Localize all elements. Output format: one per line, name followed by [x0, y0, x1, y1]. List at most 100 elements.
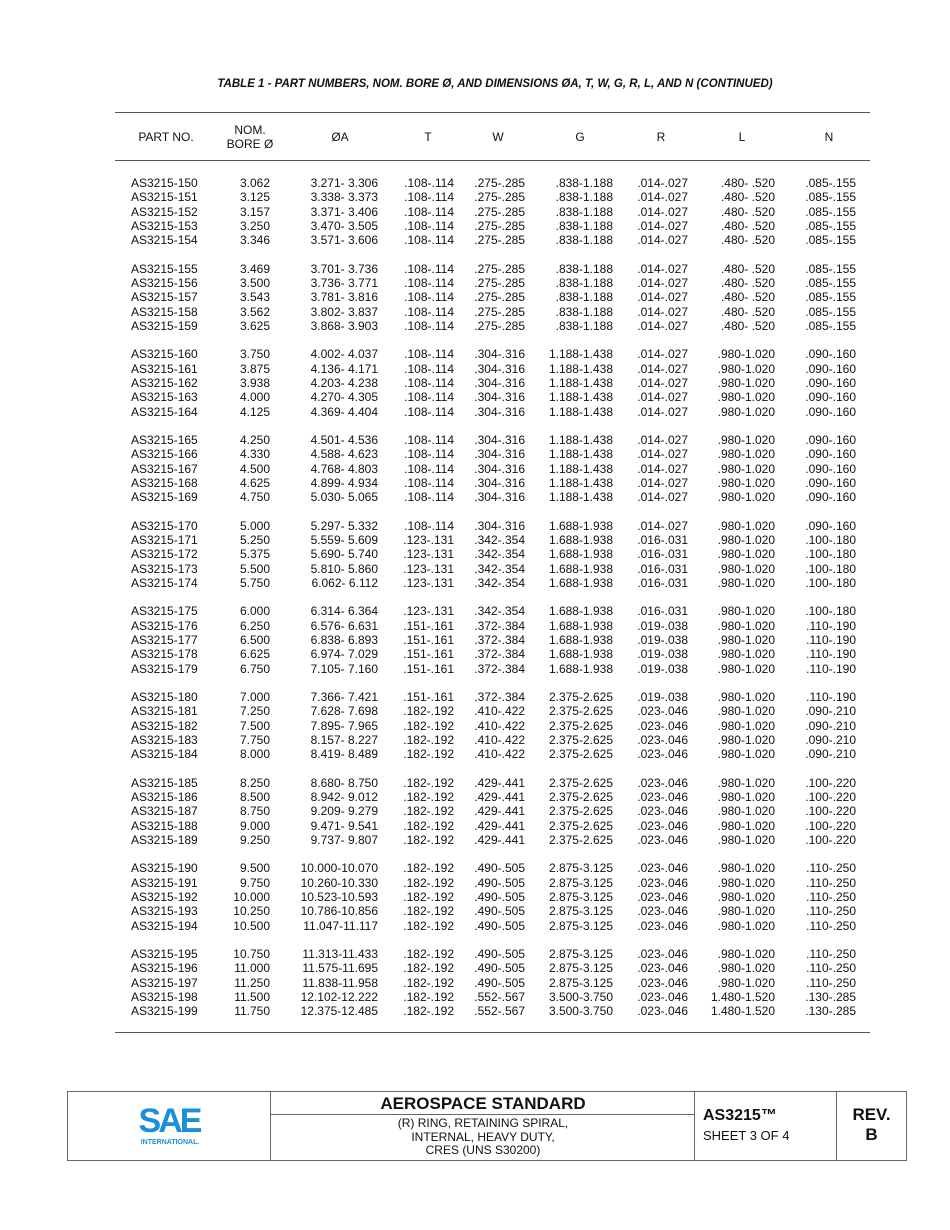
cell-dim-r: .019-.038	[637, 661, 688, 676]
cell-dim-g: 1.188-1.438	[548, 447, 613, 462]
cell-nom-bore: 3.062	[239, 176, 270, 190]
cell-dim-g: 3.500-3.750	[548, 1004, 613, 1019]
cell-dim-l: .980-1.020	[717, 832, 775, 847]
cell-dim-n: .090-.160	[805, 475, 856, 490]
cell-dim-n: .130-.285	[805, 1004, 856, 1019]
cell-part-no: AS3215-182	[131, 718, 198, 733]
cell-dim-w: .372-.384	[474, 661, 525, 676]
cell-part-no: AS3215-175	[131, 604, 198, 619]
cell-dim-t: .182-.192	[403, 875, 454, 890]
cell-dim-w: .490-.505	[474, 947, 525, 962]
cell-dim-l: .980-1.020	[717, 790, 775, 804]
cell-dim-g: .838-1.188	[555, 275, 613, 290]
cell-dim-l: .980-1.020	[717, 775, 775, 790]
header-oa: ØA	[331, 130, 349, 144]
cell-dim-g: 1.688-1.938	[548, 632, 613, 647]
cell-dim-n: .085-.155	[805, 218, 856, 233]
cell-part-no: AS3215-196	[131, 961, 198, 976]
cell-part-no: AS3215-154	[131, 233, 198, 248]
cell-dim-g: 2.875-3.125	[548, 875, 613, 890]
cell-dim-oa: 4.588- 4.623	[310, 447, 378, 462]
cell-dim-w: .552-.567	[474, 1004, 525, 1019]
svg-text:INTERNATIONAL.: INTERNATIONAL.	[141, 1139, 200, 1146]
cell-dim-w: .304-.316	[474, 475, 525, 490]
cell-nom-bore: 3.500	[239, 275, 270, 290]
cell-dim-l: .980-1.020	[717, 732, 775, 747]
cell-dim-oa: 9.209- 9.279	[310, 804, 378, 819]
cell-part-no: AS3215-163	[131, 390, 198, 405]
cell-dim-g: 1.188-1.438	[548, 375, 613, 390]
cell-dim-t: .151-.161	[403, 618, 454, 633]
cell-dim-g: .838-1.188	[555, 290, 613, 305]
cell-dim-n: .100-.220	[805, 775, 856, 790]
cell-dim-r: .019-.038	[637, 647, 688, 662]
cell-part-no: AS3215-168	[131, 475, 198, 490]
cell-dim-n: .090-.160	[805, 347, 856, 362]
cell-dim-t: .182-.192	[403, 947, 454, 962]
cell-nom-bore: 5.250	[239, 532, 270, 547]
cell-dim-w: .490-.505	[474, 918, 525, 933]
cell-dim-r: .014-.027	[637, 204, 688, 219]
cell-dim-l: .480- .520	[720, 275, 775, 290]
cell-dim-g: .838-1.188	[555, 233, 613, 248]
cell-dim-w: .490-.505	[474, 975, 525, 990]
cell-dim-t: .108-.114	[404, 318, 454, 333]
cell-dim-t: .151-.161	[403, 690, 454, 705]
cell-nom-bore: 5.500	[239, 561, 270, 576]
table-row: AS3215-183 7.750 8.157- 8.227 .182-.192 .410…	[0, 733, 950, 747]
cell-dim-w: .490-.505	[474, 889, 525, 904]
cell-dim-oa: 10.260-10.330	[300, 875, 378, 890]
cell-dim-t: .151-.161	[403, 632, 454, 647]
cell-dim-w: .304-.316	[474, 404, 525, 419]
cell-part-no: AS3215-178	[131, 647, 198, 662]
cell-dim-oa: 3.701- 3.736	[310, 261, 378, 276]
cell-dim-t: .108-.114	[404, 290, 454, 305]
cell-dim-w: .275-.285	[474, 176, 525, 190]
cell-dim-w: .304-.316	[474, 361, 525, 376]
cell-dim-oa: 4.203- 4.238	[310, 375, 378, 390]
description-line-1: (R) RING, RETAINING SPIRAL,	[397, 1116, 569, 1130]
cell-dim-g: .838-1.188	[555, 190, 613, 205]
cell-dim-oa: 4.768- 4.803	[310, 461, 378, 476]
cell-nom-bore: 8.250	[239, 775, 270, 790]
cell-nom-bore: 5.000	[239, 518, 270, 533]
header-part-no: PART NO.	[138, 130, 194, 144]
header-g: G	[575, 130, 585, 144]
cell-dim-l: .980-1.020	[717, 889, 775, 904]
cell-dim-g: 1.188-1.438	[548, 390, 613, 405]
cell-dim-t: .151-.161	[403, 647, 454, 662]
cell-dim-g: 1.688-1.938	[548, 547, 613, 562]
cell-dim-g: 2.375-2.625	[548, 718, 613, 733]
cell-nom-bore: 7.750	[239, 732, 270, 747]
cell-dim-w: .275-.285	[474, 318, 525, 333]
cell-dim-r: .014-.027	[637, 490, 688, 505]
cell-dim-oa: 11.575-11.695	[302, 961, 378, 976]
cell-nom-bore: 10.250	[233, 904, 270, 919]
cell-part-no: AS3215-156	[131, 275, 198, 290]
cell-dim-t: .108-.114	[404, 461, 454, 476]
cell-nom-bore: 9.750	[239, 875, 270, 890]
cell-part-no: AS3215-183	[131, 732, 198, 747]
table-row: AS3215-150 3.062 3.271- 3.306 .108-.114 .275…	[0, 176, 950, 190]
cell-part-no: AS3215-161	[131, 361, 198, 376]
cell-dim-n: .100-.180	[805, 532, 856, 547]
cell-dim-r: .014-.027	[637, 233, 688, 248]
cell-dim-l: .980-1.020	[717, 390, 775, 405]
cell-dim-l: .980-1.020	[717, 361, 775, 376]
cell-dim-l: .980-1.020	[717, 804, 775, 819]
cell-dim-r: .023-.046	[637, 989, 688, 1004]
description-line-3: CRES (UNS S30200)	[425, 1143, 541, 1157]
part-description: (R) RING, RETAINING SPIRAL, INTERNAL, HE…	[271, 1116, 695, 1158]
cell-dim-oa: 6.576- 6.631	[310, 618, 378, 633]
cell-dim-l: .980-1.020	[717, 632, 775, 647]
cell-dim-r: .023-.046	[637, 1004, 688, 1019]
cell-dim-w: .552-.567	[474, 989, 525, 1004]
cell-dim-l: .980-1.020	[717, 518, 775, 533]
cell-dim-t: .182-.192	[403, 790, 454, 804]
table-row: AS3215-163 4.000 4.270- 4.305 .108-.114 .304…	[0, 390, 950, 404]
cell-dim-t: .182-.192	[403, 989, 454, 1004]
cell-dim-g: 2.875-3.125	[548, 961, 613, 976]
cell-nom-bore: 11.000	[234, 961, 270, 976]
table-row: AS3215-180 7.000 7.366- 7.421 .151-.161 .372…	[0, 690, 950, 704]
cell-dim-w: .304-.316	[474, 433, 525, 448]
